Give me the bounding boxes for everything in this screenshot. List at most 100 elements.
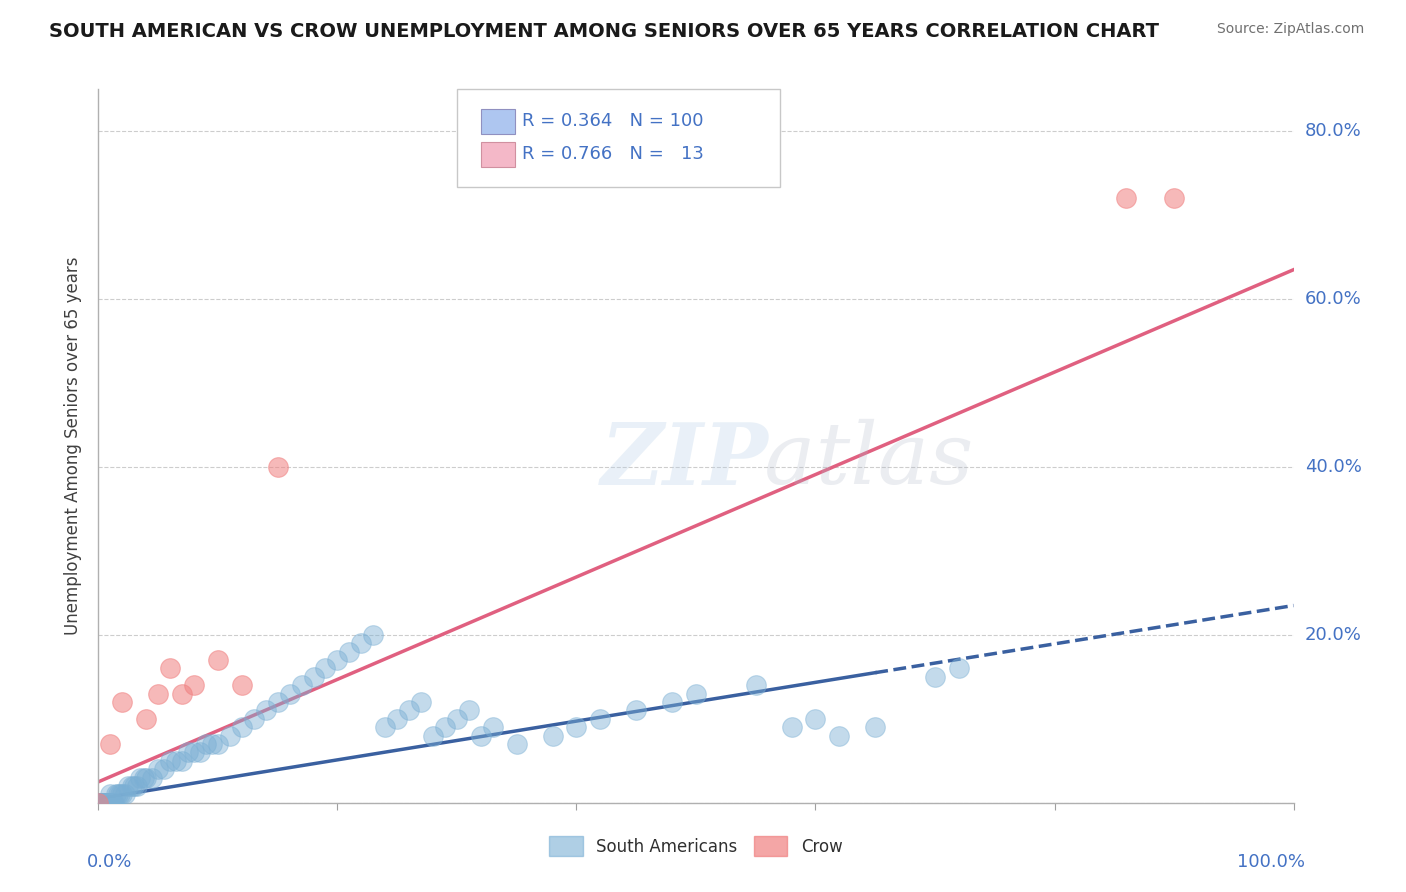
Point [98, 796, 122, 810]
Point [458, 703, 481, 717]
Y-axis label: Unemployment Among Seniors over 65 years: Unemployment Among Seniors over 65 years [65, 257, 83, 635]
Point [153, 762, 176, 776]
Point [422, 729, 444, 743]
Text: 100.0%: 100.0% [1237, 853, 1306, 871]
Text: 40.0%: 40.0% [1305, 458, 1361, 476]
Point [91, 796, 114, 810]
Point [541, 729, 564, 743]
Point [87, 796, 110, 810]
Point [470, 729, 492, 743]
Point [339, 645, 361, 659]
Point [278, 687, 301, 701]
Point [129, 771, 152, 785]
Point [148, 762, 170, 776]
Point [626, 703, 648, 717]
Point [446, 712, 468, 726]
Point [267, 695, 290, 709]
Point [91, 796, 114, 810]
Point [865, 720, 887, 734]
Point [385, 712, 409, 726]
Point [91, 796, 114, 810]
Point [188, 746, 211, 760]
Point [231, 678, 253, 692]
Point [91, 796, 114, 810]
Point [565, 720, 588, 734]
Point [267, 460, 290, 475]
Point [108, 788, 131, 802]
Point [219, 729, 242, 743]
Point [363, 628, 385, 642]
Point [135, 771, 157, 785]
Point [159, 754, 181, 768]
Point [172, 754, 194, 768]
Point [398, 703, 420, 717]
Point [828, 729, 851, 743]
Point [87, 796, 110, 810]
Point [87, 796, 110, 810]
Point [98, 796, 121, 810]
Text: Source: ZipAtlas.com: Source: ZipAtlas.com [1216, 22, 1364, 37]
Point [89, 796, 111, 810]
Point [804, 712, 827, 726]
Point [132, 771, 155, 785]
Point [685, 687, 707, 701]
Point [107, 788, 129, 802]
Point [87, 796, 110, 810]
Point [87, 796, 110, 810]
Point [97, 796, 120, 810]
Point [87, 796, 110, 810]
Text: atlas: atlas [600, 419, 974, 501]
Point [87, 796, 110, 810]
Point [195, 737, 218, 751]
Point [93, 796, 115, 810]
Point [98, 796, 122, 810]
Point [97, 796, 120, 810]
Point [506, 737, 529, 751]
Point [89, 796, 111, 810]
Point [103, 796, 125, 810]
Point [183, 746, 205, 760]
Point [93, 796, 115, 810]
Point [89, 796, 111, 810]
Point [135, 712, 157, 726]
Point [91, 796, 114, 810]
Text: 20.0%: 20.0% [1305, 626, 1361, 644]
Point [87, 796, 110, 810]
Text: ZIP: ZIP [600, 418, 768, 502]
Point [411, 695, 433, 709]
Point [326, 653, 349, 667]
Point [117, 779, 139, 793]
Point [948, 661, 970, 675]
Point [90, 796, 112, 810]
Point [141, 771, 163, 785]
Point [374, 720, 396, 734]
Point [94, 796, 117, 810]
Point [177, 746, 200, 760]
Point [124, 779, 146, 793]
Point [350, 636, 373, 650]
Point [1115, 191, 1137, 205]
Point [93, 796, 115, 810]
Point [94, 796, 117, 810]
Text: R = 0.766   N =   13: R = 0.766 N = 13 [522, 145, 703, 163]
Point [91, 796, 114, 810]
Point [172, 687, 194, 701]
Point [87, 796, 110, 810]
Point [434, 720, 457, 734]
Point [90, 796, 112, 810]
Point [481, 720, 505, 734]
Point [87, 796, 110, 810]
Point [201, 737, 224, 751]
Legend: South Americans, Crow: South Americans, Crow [543, 830, 849, 863]
Point [96, 796, 118, 810]
Point [87, 796, 110, 810]
Text: 60.0%: 60.0% [1305, 290, 1361, 308]
Point [302, 670, 325, 684]
Point [207, 737, 229, 751]
Point [98, 788, 122, 802]
Point [121, 779, 143, 793]
Point [207, 653, 229, 667]
Text: 80.0%: 80.0% [1305, 122, 1361, 140]
Point [87, 796, 110, 810]
Point [101, 796, 124, 810]
